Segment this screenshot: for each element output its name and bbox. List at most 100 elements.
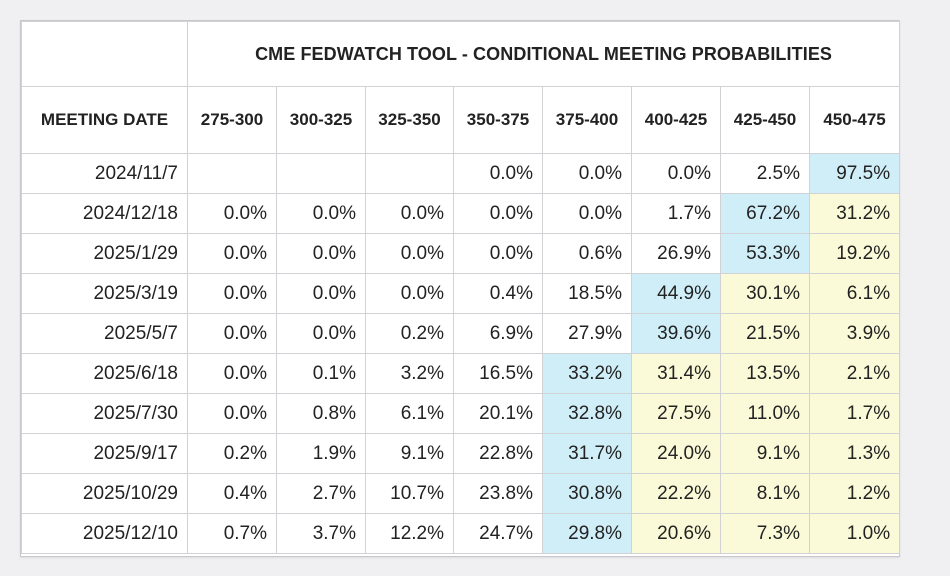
probability-cell: 67.2% xyxy=(720,193,810,234)
rate-range-header: 375-400 xyxy=(542,86,632,154)
meeting-date-cell: 2025/10/29 xyxy=(21,473,188,514)
probability-cell: 31.7% xyxy=(542,433,632,474)
meeting-date-cell: 2024/12/18 xyxy=(21,193,188,234)
probability-cell: 0.2% xyxy=(365,313,454,354)
table-row: 2025/5/7 0.0% 0.0% 0.2% 6.9% 27.9% 39.6% 21.5% 3… xyxy=(21,313,901,354)
meeting-date-cell: 2025/9/17 xyxy=(21,433,188,474)
probability-cell: 0.7% xyxy=(187,513,277,554)
probability-cell: 2.5% xyxy=(720,153,810,194)
probability-cell: 22.8% xyxy=(453,433,543,474)
rate-range-header: 300-325 xyxy=(276,86,366,154)
probability-cell: 12.2% xyxy=(365,513,454,554)
probability-cell: 0.0% xyxy=(631,153,721,194)
probability-cell: 6.1% xyxy=(365,393,454,434)
probability-cell: 0.0% xyxy=(453,153,543,194)
probability-cell: 23.8% xyxy=(453,473,543,514)
rate-range-header: 325-350 xyxy=(365,86,454,154)
probability-cell: 7.3% xyxy=(720,513,810,554)
probability-cell: 10.7% xyxy=(365,473,454,514)
probability-cell: 0.0% xyxy=(187,313,277,354)
probability-cell: 1.3% xyxy=(808,433,901,474)
probability-cell: 3.7% xyxy=(276,513,366,554)
probability-cell: 0.8% xyxy=(276,393,366,434)
probability-cell: 6.1% xyxy=(808,273,901,314)
probability-cell: 0.0% xyxy=(276,233,366,274)
header-row: MEETING DATE 275-300 300-325 325-350 350… xyxy=(21,86,901,154)
probability-cell: 2.7% xyxy=(276,473,366,514)
probability-cell: 0.4% xyxy=(187,473,277,514)
meeting-date-cell: 2025/6/18 xyxy=(21,353,188,394)
probability-cell: 53.3% xyxy=(720,233,810,274)
probability-cell: 0.0% xyxy=(365,273,454,314)
probability-cell xyxy=(365,153,454,194)
corner-cell xyxy=(21,21,188,87)
probability-cell: 3.9% xyxy=(808,313,901,354)
probability-cell: 0.0% xyxy=(453,233,543,274)
probability-cell: 3.2% xyxy=(365,353,454,394)
probability-cell: 0.1% xyxy=(276,353,366,394)
probability-cell: 0.0% xyxy=(365,193,454,234)
probability-cell xyxy=(187,153,277,194)
probability-cell: 39.6% xyxy=(631,313,721,354)
table-row: 2025/10/29 0.4% 2.7% 10.7% 23.8% 30.8% 22.2% 8.… xyxy=(21,473,901,514)
meeting-date-cell: 2025/1/29 xyxy=(21,233,188,274)
probability-cell: 9.1% xyxy=(720,433,810,474)
probability-cell: 0.0% xyxy=(276,273,366,314)
probability-cell: 0.0% xyxy=(542,153,632,194)
probability-cell: 31.2% xyxy=(808,193,901,234)
rate-range-header: 400-425 xyxy=(631,86,721,154)
probability-cell: 30.1% xyxy=(720,273,810,314)
probability-cell: 24.0% xyxy=(631,433,721,474)
table-row: 2025/1/29 0.0% 0.0% 0.0% 0.0% 0.6% 26.9% 53.3% 1… xyxy=(21,233,901,274)
meeting-date-cell: 2025/3/19 xyxy=(21,273,188,314)
probability-cell: 0.0% xyxy=(187,353,277,394)
probability-cell: 1.0% xyxy=(808,513,901,554)
table-row: 2025/9/17 0.2% 1.9% 9.1% 22.8% 31.7% 24.0% 9.1%… xyxy=(21,433,901,474)
probability-cell: 31.4% xyxy=(631,353,721,394)
probability-cell: 9.1% xyxy=(365,433,454,474)
table-row: 2025/6/18 0.0% 0.1% 3.2% 16.5% 33.2% 31.4% 13.5… xyxy=(21,353,901,394)
probability-cell: 24.7% xyxy=(453,513,543,554)
probability-cell: 13.5% xyxy=(720,353,810,394)
rate-range-header: 350-375 xyxy=(453,86,543,154)
probability-cell: 11.0% xyxy=(720,393,810,434)
probability-cell: 1.9% xyxy=(276,433,366,474)
meeting-date-cell: 2025/12/10 xyxy=(21,513,188,554)
table-row: 2025/12/10 0.7% 3.7% 12.2% 24.7% 29.8% 20.6% 7.… xyxy=(21,513,901,554)
table-row: 2024/12/18 0.0% 0.0% 0.0% 0.0% 0.0% 1.7% 67.2% 3… xyxy=(21,193,901,234)
probability-cell: 29.8% xyxy=(542,513,632,554)
fedwatch-table-card: CME FEDWATCH TOOL - CONDITIONAL MEETING … xyxy=(20,20,901,557)
probability-cell: 0.0% xyxy=(453,193,543,234)
probability-cell: 1.2% xyxy=(808,473,901,514)
probability-cell xyxy=(276,153,366,194)
probability-cell: 32.8% xyxy=(542,393,632,434)
probability-cell: 16.5% xyxy=(453,353,543,394)
probability-cell: 18.5% xyxy=(542,273,632,314)
rate-range-header: 275-300 xyxy=(187,86,277,154)
probability-cell: 0.0% xyxy=(276,313,366,354)
rate-range-header: 425-450 xyxy=(720,86,810,154)
table-row: 2025/7/30 0.0% 0.8% 6.1% 20.1% 32.8% 27.5% 11.0… xyxy=(21,393,901,434)
table-title: CME FEDWATCH TOOL - CONDITIONAL MEETING … xyxy=(186,21,901,87)
probability-cell: 0.0% xyxy=(187,273,277,314)
probability-cell: 6.9% xyxy=(453,313,543,354)
table-row: 2024/11/7 0.0% 0.0% 0.0% 2.5% 97.5% xyxy=(21,153,901,194)
probability-cell: 22.2% xyxy=(631,473,721,514)
probability-cell: 21.5% xyxy=(720,313,810,354)
probability-cell: 2.1% xyxy=(808,353,901,394)
probability-table: CME FEDWATCH TOOL - CONDITIONAL MEETING … xyxy=(21,21,901,554)
probability-cell: 0.0% xyxy=(365,233,454,274)
probability-cell: 1.7% xyxy=(808,393,901,434)
probability-cell: 0.0% xyxy=(187,193,277,234)
probability-cell: 26.9% xyxy=(631,233,721,274)
meeting-date-cell: 2025/5/7 xyxy=(21,313,188,354)
probability-cell: 1.7% xyxy=(631,193,721,234)
probability-cell: 19.2% xyxy=(808,233,901,274)
probability-cell: 0.6% xyxy=(542,233,632,274)
probability-cell: 0.0% xyxy=(187,393,277,434)
probability-cell: 30.8% xyxy=(542,473,632,514)
rate-range-header: 450-475 xyxy=(808,86,901,154)
probability-cell: 0.0% xyxy=(542,193,632,234)
probability-cell: 0.2% xyxy=(187,433,277,474)
probability-cell: 97.5% xyxy=(808,153,901,194)
